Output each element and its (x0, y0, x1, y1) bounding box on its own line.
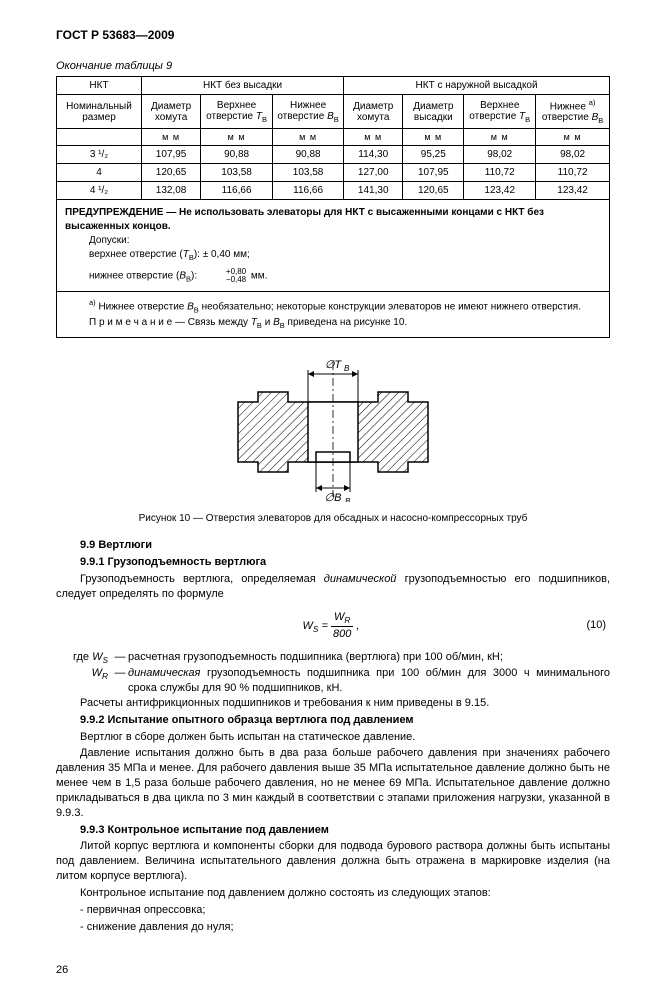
heading-99: 9.9 Вертлюги (56, 538, 610, 553)
formula-10: WS = WR 800 , (10) (56, 610, 610, 642)
note-line: верхнее отверстие (TB): ± 0,40 мм; (65, 248, 601, 264)
note-line: нижнее отверстие (BB): +0,80 −0,48 мм. (65, 268, 601, 285)
para-991b: Расчеты антифрикционных подшипников и тр… (56, 696, 610, 711)
unit: м м (464, 129, 536, 146)
table-row: 4 ¹/₂ 132,08 116,66 116,66 141,30 120,65… (57, 182, 610, 200)
heading-992: 9.9.2 Испытание опытного образца вертлюг… (56, 713, 610, 728)
th-c: Верхнее отверстие TB (201, 95, 273, 129)
svg-text:∅T: ∅T (325, 359, 343, 371)
page-number: 26 (56, 964, 610, 976)
note-p: П р и м е ч а н и е — Связь между TB и B… (65, 316, 601, 332)
table-caption: Окончание таблицы 9 (56, 60, 610, 72)
unit: м м (403, 129, 464, 146)
para-993d: - снижение давления до нуля; (56, 920, 610, 935)
doc-header: ГОСТ Р 53683—2009 (56, 28, 610, 42)
table-notes: ПРЕДУПРЕЖДЕНИЕ — Не использовать элевато… (56, 200, 610, 338)
th-group2: НКТ без высадки (141, 77, 343, 95)
unit: м м (536, 129, 610, 146)
where-block: где WS — расчетная грузоподъемность подш… (56, 650, 610, 696)
th-group3: НКТ с наружной высадкой (344, 77, 610, 95)
note-line: Допуски: (65, 234, 601, 248)
table-row: 4 120,65 103,58 103,58 127,00 107,95 110… (57, 164, 610, 182)
para-991: Грузоподъемность вертлюга, определяемая … (56, 572, 610, 602)
para-992b: Давление испытания должно быть в два раз… (56, 746, 610, 820)
unit: м м (141, 129, 200, 146)
th-g: Верхнее отверстие TB (464, 95, 536, 129)
warning-text: ПРЕДУПРЕЖДЕНИЕ — Не использовать элевато… (65, 206, 601, 234)
para-993c: - первичная опрессовка; (56, 903, 610, 918)
table-9: НКТ НКТ без высадки НКТ с наружной высад… (56, 76, 610, 200)
para-993a: Литой корпус вертлюга и компоненты сборк… (56, 839, 610, 884)
unit (57, 129, 142, 146)
unit: м м (344, 129, 403, 146)
heading-993: 9.9.3 Контрольное испытание под давление… (56, 823, 610, 838)
svg-text:B: B (345, 497, 351, 502)
unit: м м (273, 129, 344, 146)
table-row: 3 ¹/₂ 107,95 90,88 90,88 114,30 95,25 98… (57, 146, 610, 164)
para-993b: Контрольное испытание под давлением долж… (56, 886, 610, 901)
para-992a: Вертлюг в сборе должен быть испытан на с… (56, 730, 610, 745)
th-group1: НКТ (57, 77, 142, 95)
footnote-a: a) Нижнее отверстие BB необязательно; не… (65, 298, 601, 316)
th-h: Нижнее a) отверстие BB (536, 95, 610, 129)
th-a: Номинальный размер (57, 95, 142, 129)
heading-991: 9.9.1 Грузоподъемность вертлюга (56, 555, 610, 570)
figure-10: ∅T B ∅B B (56, 352, 610, 505)
th-f: Диаметр высадки (403, 95, 464, 129)
svg-text:B: B (344, 364, 350, 373)
figure-caption: Рисунок 10 — Отверстия элеваторов для об… (56, 513, 610, 524)
th-e: Диаметр хомута (344, 95, 403, 129)
unit: м м (201, 129, 273, 146)
th-b: Диаметр хомута (141, 95, 200, 129)
th-d: Нижнее отверстие BB (273, 95, 344, 129)
